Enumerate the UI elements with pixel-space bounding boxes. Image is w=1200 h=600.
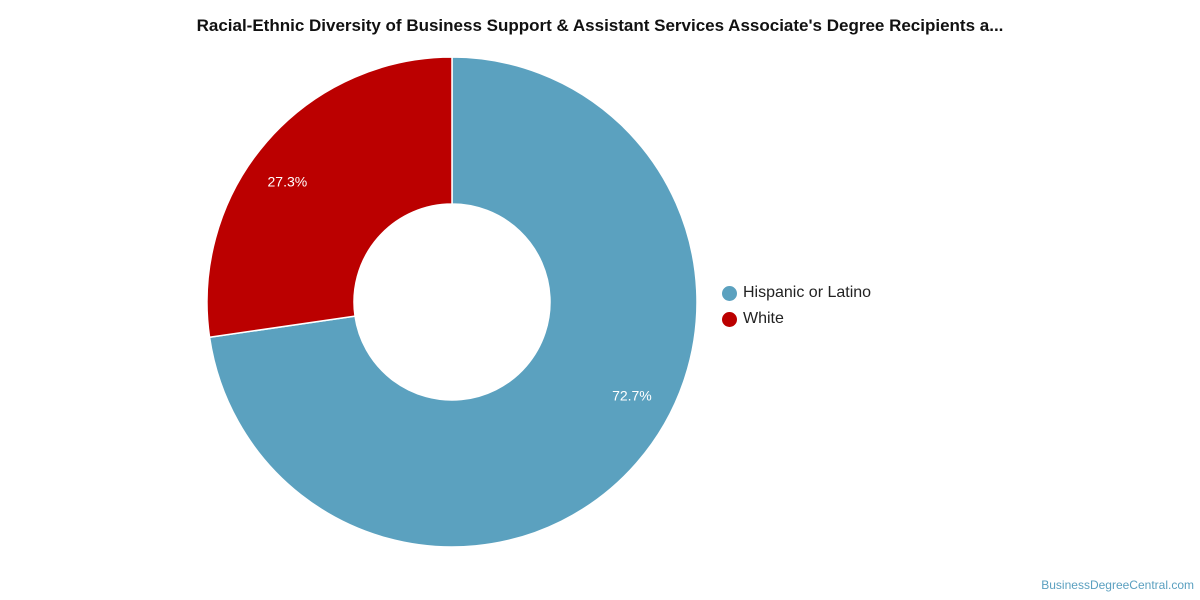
watermark-link[interactable]: BusinessDegreeCentral.com bbox=[1041, 578, 1194, 592]
legend-item-hispanic-or-latino[interactable]: Hispanic or Latino bbox=[722, 280, 871, 306]
donut-slices bbox=[206, 56, 698, 548]
legend-swatch-hispanic-or-latino bbox=[722, 285, 737, 301]
legend-label-white: White bbox=[743, 310, 784, 327]
data-label-white: 27.3% bbox=[268, 173, 308, 189]
legend-label-hispanic-or-latino: Hispanic or Latino bbox=[743, 284, 872, 301]
legend-swatch-white bbox=[722, 311, 737, 327]
slice-hispanic-or-latino[interactable] bbox=[208, 56, 698, 548]
data-label-hispanic-or-latino: 72.7% bbox=[612, 387, 652, 403]
legend-item-white[interactable]: White bbox=[722, 306, 871, 332]
donut-data-labels: 72.7% 27.3% bbox=[268, 173, 652, 403]
legend: Hispanic or Latino White bbox=[722, 280, 871, 332]
chart-title: Racial-Ethnic Diversity of Business Supp… bbox=[196, 16, 1004, 35]
slice-white[interactable] bbox=[206, 56, 453, 339]
